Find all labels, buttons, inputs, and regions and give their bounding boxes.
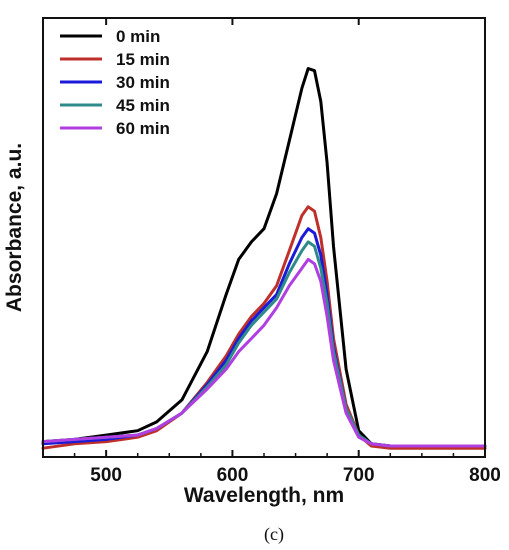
series-line-4 [41, 257, 487, 448]
x-tick-label-1: 600 [217, 465, 249, 486]
x-axis-title: Wavelength, nm [184, 484, 344, 507]
legend-label-1: 15 min [116, 50, 170, 69]
x-tick-label-3: 800 [469, 465, 501, 486]
series-line-1 [41, 205, 487, 450]
series-layer [41, 67, 487, 450]
series-line-3 [41, 240, 487, 448]
series-line-2 [41, 227, 487, 448]
legend-label-2: 30 min [116, 73, 170, 92]
figure-caption: (c) [264, 524, 284, 545]
legend-label-4: 60 min [116, 119, 170, 138]
x-tick-label-2: 700 [343, 465, 375, 486]
legend-label-3: 45 min [116, 96, 170, 115]
x-tick-label-0: 500 [90, 465, 122, 486]
y-axis-title: Absorbance, a.u. [3, 143, 26, 312]
legend-label-0: 0 min [116, 27, 160, 46]
plot-frame [42, 17, 486, 458]
legend: 0 min 15 min 30 min 45 min 60 min [60, 27, 170, 138]
series-line-0 [41, 67, 487, 448]
ticks-layer: 500 600 700 800 [42, 18, 501, 486]
